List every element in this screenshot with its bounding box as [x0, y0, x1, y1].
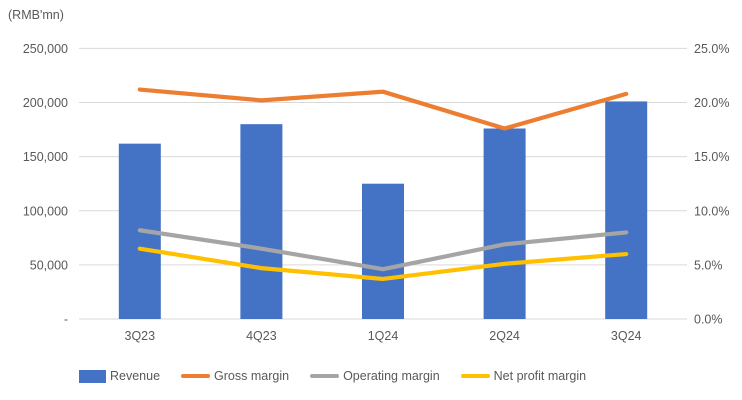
- legend-label: Revenue: [110, 369, 161, 383]
- right-axis-tick-label: 5.0%: [694, 258, 723, 272]
- legend-label: Operating margin: [343, 369, 440, 383]
- right-axis-tick-label: 20.0%: [694, 96, 729, 110]
- left-axis-tick-label: 100,000: [23, 204, 68, 218]
- operating-margin-legend-swatch: [310, 373, 340, 379]
- left-axis-tick-label: 250,000: [23, 42, 68, 56]
- x-axis-label: 2Q24: [489, 329, 520, 343]
- revenue-bar: [605, 101, 648, 320]
- gross-margin-line: [137, 87, 629, 131]
- chart-legend: Revenue Gross margin Operating margin Ne…: [79, 362, 586, 390]
- x-axis-label: 3Q24: [611, 329, 642, 343]
- left-axis-tick-label: -: [64, 313, 68, 327]
- legend-item-net-profit-margin: Net profit margin: [460, 369, 587, 383]
- left-axis-title: (RMB'mn): [8, 8, 64, 22]
- net-profit-margin-line: [137, 246, 629, 282]
- revenue-bar: [362, 183, 404, 319]
- net-profit-margin-legend-swatch: [460, 373, 490, 379]
- revenue-legend-swatch: [79, 369, 106, 383]
- revenue-bar: [483, 128, 526, 319]
- right-axis-tick-label: 25.0%: [694, 42, 729, 56]
- x-axis-label: 1Q24: [368, 329, 399, 343]
- x-axis-label: 4Q23: [246, 329, 277, 343]
- x-axis-label: 3Q23: [125, 329, 156, 343]
- legend-label: Gross margin: [214, 369, 290, 383]
- revenue-bar: [240, 124, 283, 319]
- left-axis-tick-label: 150,000: [23, 150, 68, 164]
- legend-label: Net profit margin: [493, 369, 587, 383]
- right-axis-tick-label: 15.0%: [694, 150, 729, 164]
- legend-item-revenue: Revenue: [79, 369, 160, 383]
- right-axis-tick-label: 0.0%: [694, 313, 723, 327]
- left-axis-tick-label: 200,000: [23, 96, 68, 110]
- gross-margin-legend-swatch: [181, 373, 211, 379]
- right-axis-tick-label: 10.0%: [694, 204, 729, 218]
- operating-margin-line: [137, 228, 629, 272]
- left-axis-tick-label: 50,000: [30, 258, 68, 272]
- legend-item-gross-margin: Gross margin: [181, 369, 289, 383]
- legend-item-operating-margin: Operating margin: [310, 369, 440, 383]
